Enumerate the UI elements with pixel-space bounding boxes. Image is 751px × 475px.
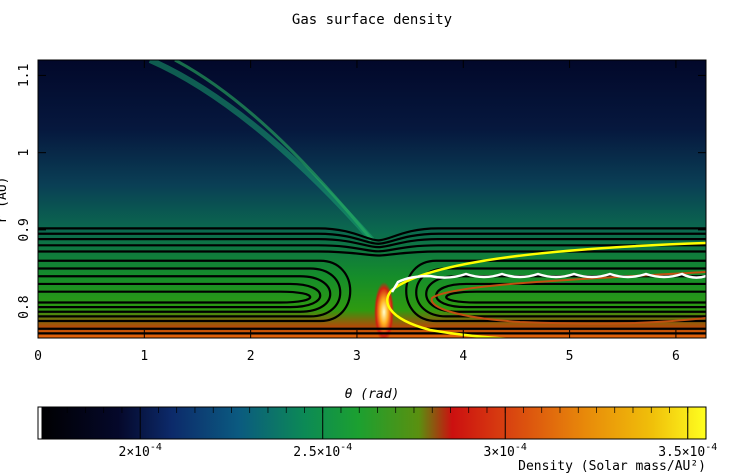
x-tick-label: 2 (247, 349, 255, 364)
x-axis: 0 1 2 3 4 5 6 (34, 60, 680, 364)
horseshoe-streamline-left (38, 259, 352, 323)
separatrix-inner (430, 271, 706, 325)
x-tick-label: 6 (672, 349, 680, 364)
colorbar-label: Density (Solar mass/AU²) (518, 459, 706, 474)
plot-area (38, 60, 706, 338)
streamline (38, 232, 706, 245)
spiral-wake-core (174, 60, 374, 241)
colorbar-tick-label: 3×10-4 (484, 442, 527, 460)
y-tick-label: 1.1 (17, 64, 32, 87)
density-map (38, 60, 706, 338)
chart-title: Gas surface density (292, 12, 452, 28)
y-axis-label: r (AU) (0, 177, 10, 224)
colorbar-tick-label: 3.5×10-4 (658, 442, 717, 460)
horseshoe-streamline-left (38, 290, 312, 304)
x-tick-label: 3 (353, 349, 361, 364)
horseshoe-streamline-left (38, 282, 322, 309)
x-tick-label: 4 (459, 349, 467, 364)
streamline (38, 238, 706, 249)
y-tick-label: 1 (17, 149, 32, 157)
horseshoe-streamline-left (38, 275, 332, 313)
wake-line (390, 272, 706, 293)
streamline (38, 244, 706, 253)
plot-frame (37, 59, 707, 339)
y-tick-label: 0.9 (17, 218, 32, 241)
colorbar: 2×10-4 2.5×10-4 3×10-4 3.5×10-4 Density (So… (37, 406, 717, 474)
colorbar-tick-label: 2.5×10-4 (293, 442, 352, 460)
colorbar-gradient (37, 406, 707, 440)
y-axis: 0.8 0.9 1 1.1 (17, 64, 706, 319)
x-tick-label: 1 (140, 349, 148, 364)
x-tick-label: 5 (566, 349, 574, 364)
colorbar-start-marker (37, 406, 43, 440)
streamline (38, 250, 706, 257)
y-tick-label: 0.8 (17, 295, 32, 318)
horseshoe-streamline-left (38, 267, 342, 318)
horseshoe-streamline-right (445, 290, 706, 304)
x-tick-label: 0 (34, 349, 42, 364)
x-axis-label: θ (rad) (345, 387, 400, 402)
colorbar-ticks: 2×10-4 2.5×10-4 3×10-4 3.5×10-4 (48, 407, 717, 460)
colorbar-tick-label: 2×10-4 (119, 442, 162, 460)
streamline (38, 227, 706, 242)
horseshoe-streamline-right (405, 259, 706, 323)
